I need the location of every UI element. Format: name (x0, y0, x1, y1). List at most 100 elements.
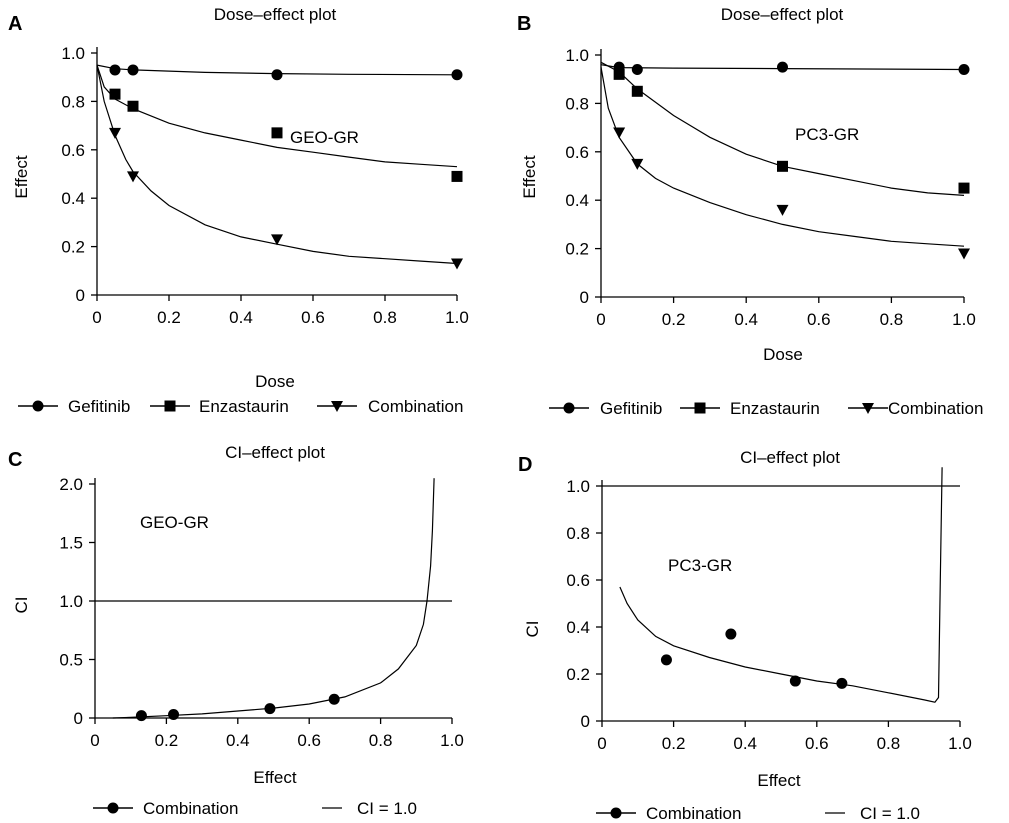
y-tick-label: 0 (581, 712, 590, 731)
panel-d-title: CI–effect plot (740, 448, 840, 467)
y-tick-label: 0.6 (61, 141, 85, 160)
gefitinib-point (958, 64, 970, 76)
legend-combination-b: Combination (848, 399, 983, 418)
square-marker-icon (164, 400, 176, 412)
legend-ci-line-c: CI = 1.0 (322, 799, 417, 818)
legend-label: Combination (646, 804, 741, 823)
triangle-down-marker-icon (862, 403, 874, 414)
x-tick-label: 1.0 (948, 734, 972, 753)
panel-b-legend: Gefitinib Enzastaurin Combination (549, 399, 983, 418)
combination-point (725, 628, 737, 640)
y-tick-label: 0 (580, 288, 589, 307)
panel-b-plot: 0 0.2 0.4 0.6 0.8 1.0 0 0.2 0.4 0.6 0.8 1.0 (565, 46, 975, 329)
panel-letter-c: C (8, 449, 22, 471)
combination-point (613, 127, 626, 139)
ci-curve-line (112, 478, 435, 719)
panel-b-xlabel: Dose (763, 345, 803, 364)
combination-point (168, 708, 180, 720)
panel-d: D CI–effect plot 0 0.2 0.4 0.6 0.8 1.0 0 0.2 0.4… (518, 448, 972, 823)
combination-point (660, 654, 672, 666)
y-tick-label: 2.0 (59, 475, 83, 494)
y-tick-label: 0.4 (565, 191, 589, 210)
legend-label: Combination (143, 799, 238, 818)
y-tick-label: 1.0 (565, 46, 589, 65)
combination-point (271, 234, 283, 246)
x-tick-label: 0.4 (226, 731, 250, 750)
panel-a-xlabel: Dose (255, 372, 295, 391)
panel-d-legend: Combination CI = 1.0 (596, 804, 920, 823)
enzastaurin-point (777, 160, 788, 172)
y-tick-label: 1.0 (59, 592, 83, 611)
combination-point (776, 204, 789, 216)
panel-a-title: Dose–effect plot (214, 5, 337, 24)
y-tick-label: 0.4 (61, 189, 85, 208)
x-tick-label: 0.2 (157, 308, 181, 327)
x-tick-label: 0.6 (805, 734, 829, 753)
panel-a-legend: Gefitinib Enzastaurin Combination (18, 397, 463, 416)
x-tick-label: 0.4 (229, 308, 253, 327)
panel-b-title: Dose–effect plot (721, 5, 844, 24)
legend-label: Combination (368, 397, 463, 416)
combination-point (631, 158, 644, 170)
legend-enzastaurin-a: Enzastaurin (150, 397, 289, 416)
gefitinib-point (271, 69, 283, 81)
enzastaurin-point (127, 100, 139, 112)
gefitinib-point (109, 64, 121, 76)
y-tick-label: 0.4 (566, 618, 590, 637)
circle-marker-icon (563, 402, 575, 414)
ci-curve-line (619, 467, 943, 703)
combination-point (958, 248, 970, 260)
panel-b-annotation: PC3-GR (795, 125, 859, 144)
x-tick-label: 1.0 (445, 308, 469, 327)
x-tick-label: 0.4 (733, 734, 757, 753)
circle-marker-icon (610, 807, 622, 819)
x-tick-label: 0.2 (662, 734, 686, 753)
legend-combination-c: Combination (93, 799, 238, 818)
legend-gefitinib-a: Gefitinib (18, 397, 130, 416)
y-tick-label: 0.6 (565, 143, 589, 162)
y-tick-label: 0.2 (565, 240, 589, 259)
y-tick-label: 0.8 (61, 92, 85, 111)
legend-label: Enzastaurin (199, 397, 289, 416)
x-tick-label: 0.8 (880, 310, 904, 329)
panel-a-ylabel: Effect (12, 155, 31, 198)
combination-point (789, 675, 801, 687)
enzastaurin-point (631, 85, 643, 97)
combination-point (135, 710, 147, 722)
legend-label: CI = 1.0 (357, 799, 417, 818)
panel-c-legend: Combination CI = 1.0 (93, 799, 417, 818)
enzastaurin-point (109, 88, 121, 100)
legend-label: Enzastaurin (730, 399, 820, 418)
panel-c-xlabel: Effect (253, 768, 296, 787)
panel-d-ylabel: CI (523, 621, 542, 638)
combination-point (451, 258, 463, 270)
gefitinib-point (631, 64, 643, 76)
panel-b: B Dose–effect plot 00.20.40.60.81.00 0.2 0… (517, 5, 983, 418)
square-marker-icon (694, 402, 706, 414)
panel-d-plot: 0 0.2 0.4 0.6 0.8 1.0 0 0.2 0.4 0.6 0.8 1.0 (566, 467, 972, 753)
enzastaurin-line (96, 64, 458, 168)
panel-c: C CI–effect plot 0 0.5 1.0 1.5 2.0 0 0.2 0.4 0.6… (8, 443, 464, 818)
legend-label: CI = 1.0 (860, 804, 920, 823)
enzastaurin-point (613, 68, 625, 80)
panel-letter-b: B (517, 13, 531, 35)
x-tick-label: 0.8 (369, 731, 393, 750)
enzastaurin-point (958, 182, 970, 194)
gefitinib-point (777, 61, 788, 73)
circle-marker-icon (32, 400, 44, 412)
y-tick-label: 0 (76, 286, 85, 305)
enzastaurin-point (271, 127, 283, 139)
y-tick-label: 0.5 (59, 651, 83, 670)
panel-c-title: CI–effect plot (225, 443, 325, 462)
enzastaurin-line (600, 61, 965, 196)
legend-combination-a: Combination (317, 397, 463, 416)
circle-marker-icon (107, 802, 119, 814)
y-tick-label: 0.2 (61, 238, 85, 257)
x-tick-label: 0 (596, 310, 605, 329)
y-tick-label: 1.5 (59, 534, 83, 553)
combination-line (96, 64, 458, 265)
x-tick-label: 0.6 (301, 308, 325, 327)
x-tick-label: 0.8 (877, 734, 901, 753)
x-tick-label: 1.0 (440, 731, 464, 750)
